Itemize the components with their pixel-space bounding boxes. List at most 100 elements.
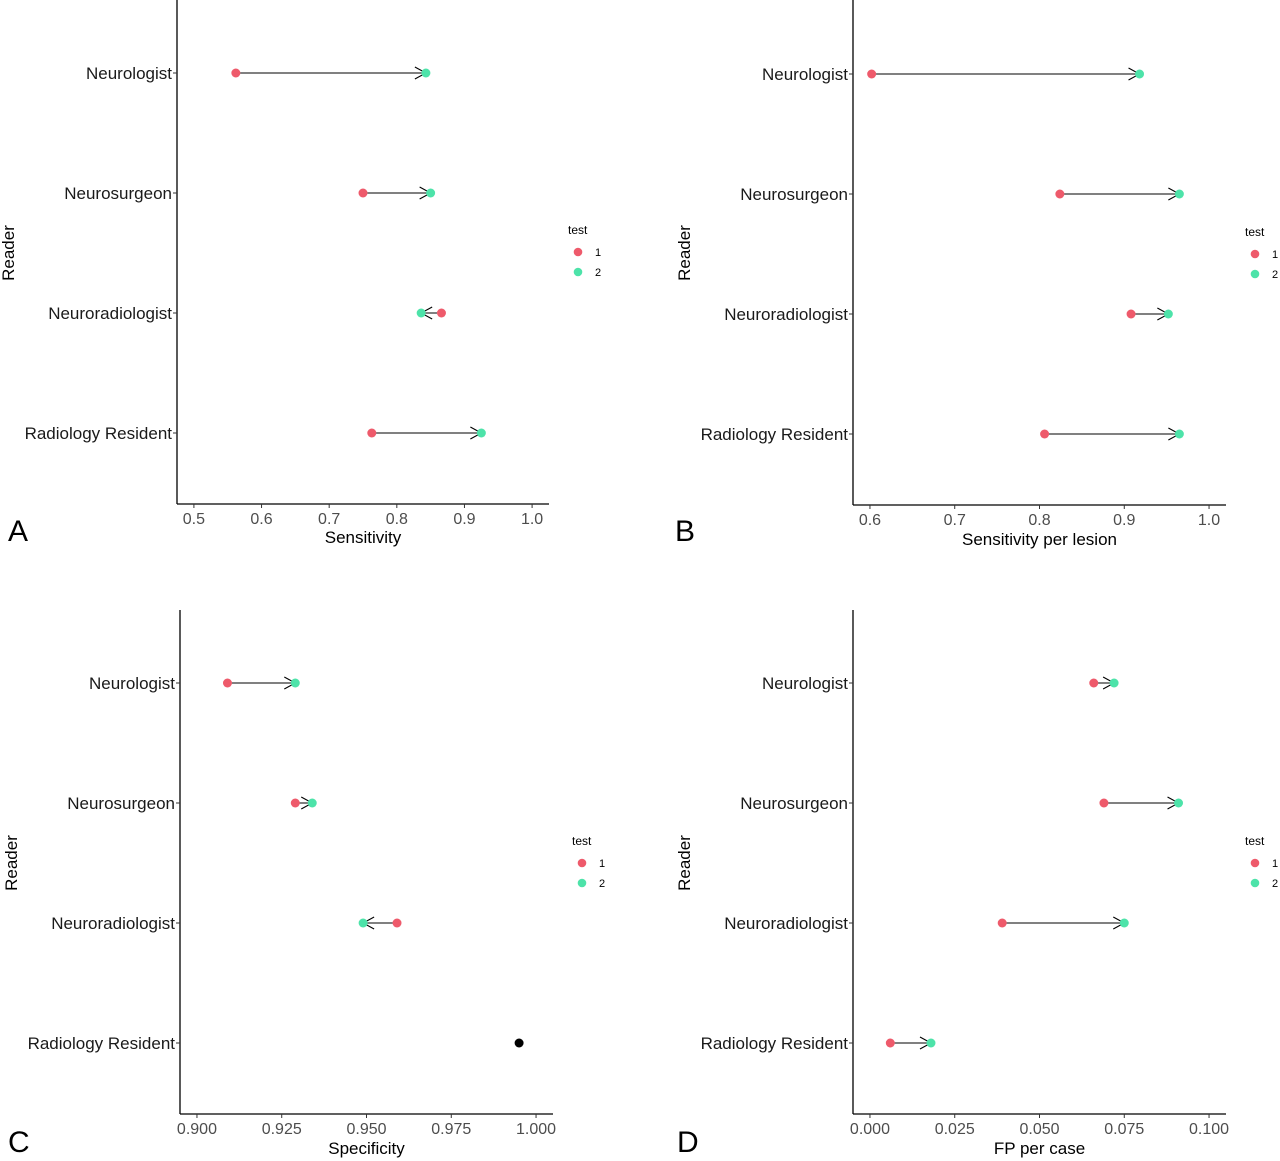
y-tick-label: Neuroradiologist bbox=[724, 914, 848, 933]
x-tick-label: 1.000 bbox=[516, 1121, 556, 1138]
y-tick-label: Neurosurgeon bbox=[740, 185, 848, 204]
y-tick-label: Radiology Resident bbox=[701, 425, 849, 444]
point-test-2 bbox=[926, 1038, 936, 1048]
x-tick-label: 0.100 bbox=[1189, 1121, 1229, 1138]
legend-label: 2 bbox=[599, 878, 605, 890]
legend-key-1 bbox=[1250, 858, 1260, 868]
legend-label: 2 bbox=[1272, 878, 1278, 890]
y-tick-label: Neurosurgeon bbox=[67, 794, 175, 813]
legend-key-1 bbox=[577, 858, 587, 868]
legend: test 1 2 bbox=[1245, 834, 1278, 890]
y-axis-title: Reader bbox=[675, 225, 694, 281]
point-test-2 bbox=[307, 798, 317, 808]
point-test-2 bbox=[1174, 798, 1184, 808]
panel-letter: B bbox=[675, 515, 695, 548]
point-both bbox=[514, 1038, 524, 1048]
y-tick-label: Radiology Resident bbox=[25, 424, 173, 443]
y-tick-label: Neurologist bbox=[86, 64, 172, 83]
legend-key-2 bbox=[573, 267, 583, 277]
panel-c: 0.900 0.925 0.950 0.975 1.000 Neurologist Neur… bbox=[2, 610, 605, 1159]
x-tick-label: 0.6 bbox=[859, 512, 881, 529]
y-tick-label: Neurosurgeon bbox=[64, 184, 172, 203]
point-test-1 bbox=[231, 68, 241, 78]
point-test-1 bbox=[1099, 798, 1109, 808]
legend-label: 1 bbox=[595, 247, 601, 259]
point-test-1 bbox=[392, 918, 402, 928]
x-tick-label: 0.950 bbox=[346, 1121, 386, 1138]
x-tick-label: 0.6 bbox=[250, 511, 272, 528]
y-axis-title: Reader bbox=[675, 835, 694, 891]
y-tick-label: Neuroradiologist bbox=[51, 914, 175, 933]
panel-letter: D bbox=[677, 1126, 699, 1159]
point-test-2 bbox=[476, 428, 486, 438]
x-axis-title: FP per case bbox=[994, 1139, 1085, 1158]
x-tick-label: 0.050 bbox=[1019, 1121, 1059, 1138]
x-tick-label: 1.0 bbox=[521, 511, 543, 528]
panel-letter: A bbox=[8, 515, 28, 548]
x-tick-label: 1.0 bbox=[1198, 512, 1220, 529]
legend-title: test bbox=[572, 834, 592, 848]
y-tick-label: Neuroradiologist bbox=[724, 305, 848, 324]
point-test-1 bbox=[1089, 678, 1099, 688]
point-test-1 bbox=[997, 918, 1007, 928]
legend: test 1 2 bbox=[1245, 225, 1278, 281]
point-test-2 bbox=[1109, 678, 1119, 688]
legend-title: test bbox=[1245, 834, 1265, 848]
x-tick-label: 0.925 bbox=[262, 1121, 302, 1138]
panel-b: 0.6 0.7 0.8 0.9 1.0 Neurologist Neurosurgeon Ne… bbox=[675, 0, 1278, 549]
y-tick-label: Neurologist bbox=[762, 674, 848, 693]
y-axis-title: Reader bbox=[0, 225, 18, 281]
x-tick-label: 0.975 bbox=[431, 1121, 471, 1138]
panel-letter: C bbox=[8, 1126, 30, 1159]
point-test-1 bbox=[1055, 189, 1065, 199]
point-test-1 bbox=[1126, 309, 1136, 319]
point-test-2 bbox=[1163, 309, 1173, 319]
point-test-2 bbox=[1174, 189, 1184, 199]
x-axis-title: Sensitivity per lesion bbox=[962, 530, 1117, 549]
legend-label: 2 bbox=[1272, 269, 1278, 281]
x-tick-label: 0.900 bbox=[177, 1121, 217, 1138]
x-tick-label: 0.9 bbox=[453, 511, 475, 528]
panel-a: 0.5 0.6 0.7 0.8 0.9 1.0 Neurologist Neurosurgeo… bbox=[0, 0, 601, 548]
x-tick-label: 0.025 bbox=[935, 1121, 975, 1138]
legend-label: 1 bbox=[1272, 249, 1278, 261]
point-test-1 bbox=[222, 678, 232, 688]
point-test-2 bbox=[416, 308, 426, 318]
point-test-1 bbox=[367, 428, 377, 438]
legend: test 1 2 bbox=[568, 223, 601, 279]
point-test-1 bbox=[436, 308, 446, 318]
legend-key-2 bbox=[577, 878, 587, 888]
point-test-1 bbox=[358, 188, 368, 198]
y-tick-label: Radiology Resident bbox=[28, 1034, 176, 1053]
legend: test 1 2 bbox=[572, 834, 605, 890]
x-tick-label: 0.9 bbox=[1113, 512, 1135, 529]
point-test-1 bbox=[885, 1038, 895, 1048]
legend-title: test bbox=[568, 223, 588, 237]
point-test-2 bbox=[421, 68, 431, 78]
point-test-2 bbox=[1174, 429, 1184, 439]
legend-key-2 bbox=[1250, 269, 1260, 279]
legend-label: 1 bbox=[599, 858, 605, 870]
y-axis-title: Reader bbox=[2, 835, 21, 891]
y-tick-label: Radiology Resident bbox=[701, 1034, 849, 1053]
point-test-2 bbox=[290, 678, 300, 688]
x-tick-label: 0.8 bbox=[386, 511, 408, 528]
legend-label: 2 bbox=[595, 267, 601, 279]
point-test-2 bbox=[1135, 69, 1145, 79]
y-tick-label: Neurologist bbox=[89, 674, 175, 693]
x-axis-title: Sensitivity bbox=[325, 528, 402, 547]
point-test-2 bbox=[426, 188, 436, 198]
x-tick-label: 0.075 bbox=[1104, 1121, 1144, 1138]
point-test-2 bbox=[358, 918, 368, 928]
y-tick-label: Neurosurgeon bbox=[740, 794, 848, 813]
x-tick-label: 0.000 bbox=[850, 1121, 890, 1138]
legend-title: test bbox=[1245, 225, 1265, 239]
point-test-1 bbox=[867, 69, 877, 79]
x-tick-label: 0.7 bbox=[944, 512, 966, 529]
point-test-1 bbox=[290, 798, 300, 808]
legend-key-2 bbox=[1250, 878, 1260, 888]
y-tick-label: Neuroradiologist bbox=[48, 304, 172, 323]
panel-d: 0.000 0.025 0.050 0.075 0.100 Neurologist Neur… bbox=[675, 610, 1278, 1159]
point-test-1 bbox=[1040, 429, 1050, 439]
